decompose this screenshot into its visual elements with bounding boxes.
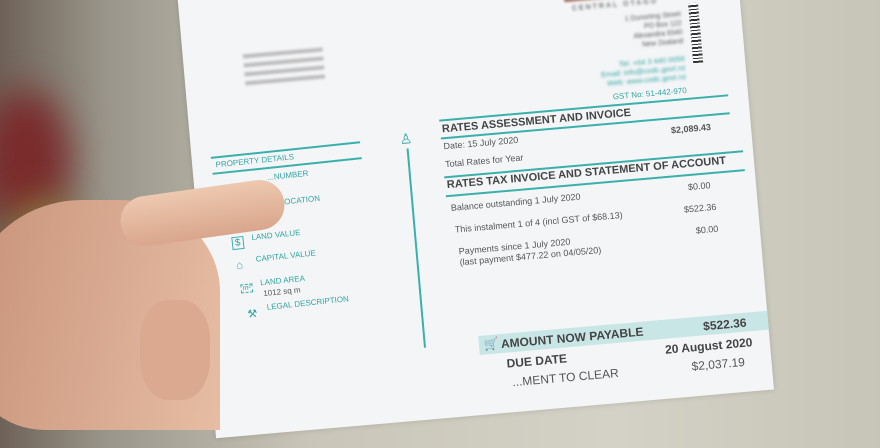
- barcode: [687, 2, 704, 64]
- property-item-label: ...NUMBER: [266, 168, 309, 183]
- council-address: 1 Dunorling Street PO Box 122 Alexandra …: [601, 10, 684, 53]
- area-icon: m²: [240, 283, 254, 294]
- hand-lower: [140, 300, 210, 400]
- property-item-label: LEGAL DESCRIPTION: [266, 294, 350, 312]
- council-logo-text: CENTRAL OTAGO: [571, 0, 659, 13]
- land-area-value: 1012 sq m: [262, 285, 301, 299]
- gavel-icon: ⚒: [246, 307, 258, 321]
- council-contact: Tel: +64 3 440 0056 Email: info@codc.gov…: [585, 54, 687, 90]
- property-item-label: CAPITAL VALUE: [255, 248, 317, 264]
- property-details-fold: PROPERTY DETAILS ...NUMBER ...ERTY LOCAT…: [200, 87, 828, 448]
- house-dollar-icon: ⌂: [235, 259, 244, 272]
- dollar-icon: $: [231, 235, 245, 251]
- recipient-address: [242, 47, 326, 89]
